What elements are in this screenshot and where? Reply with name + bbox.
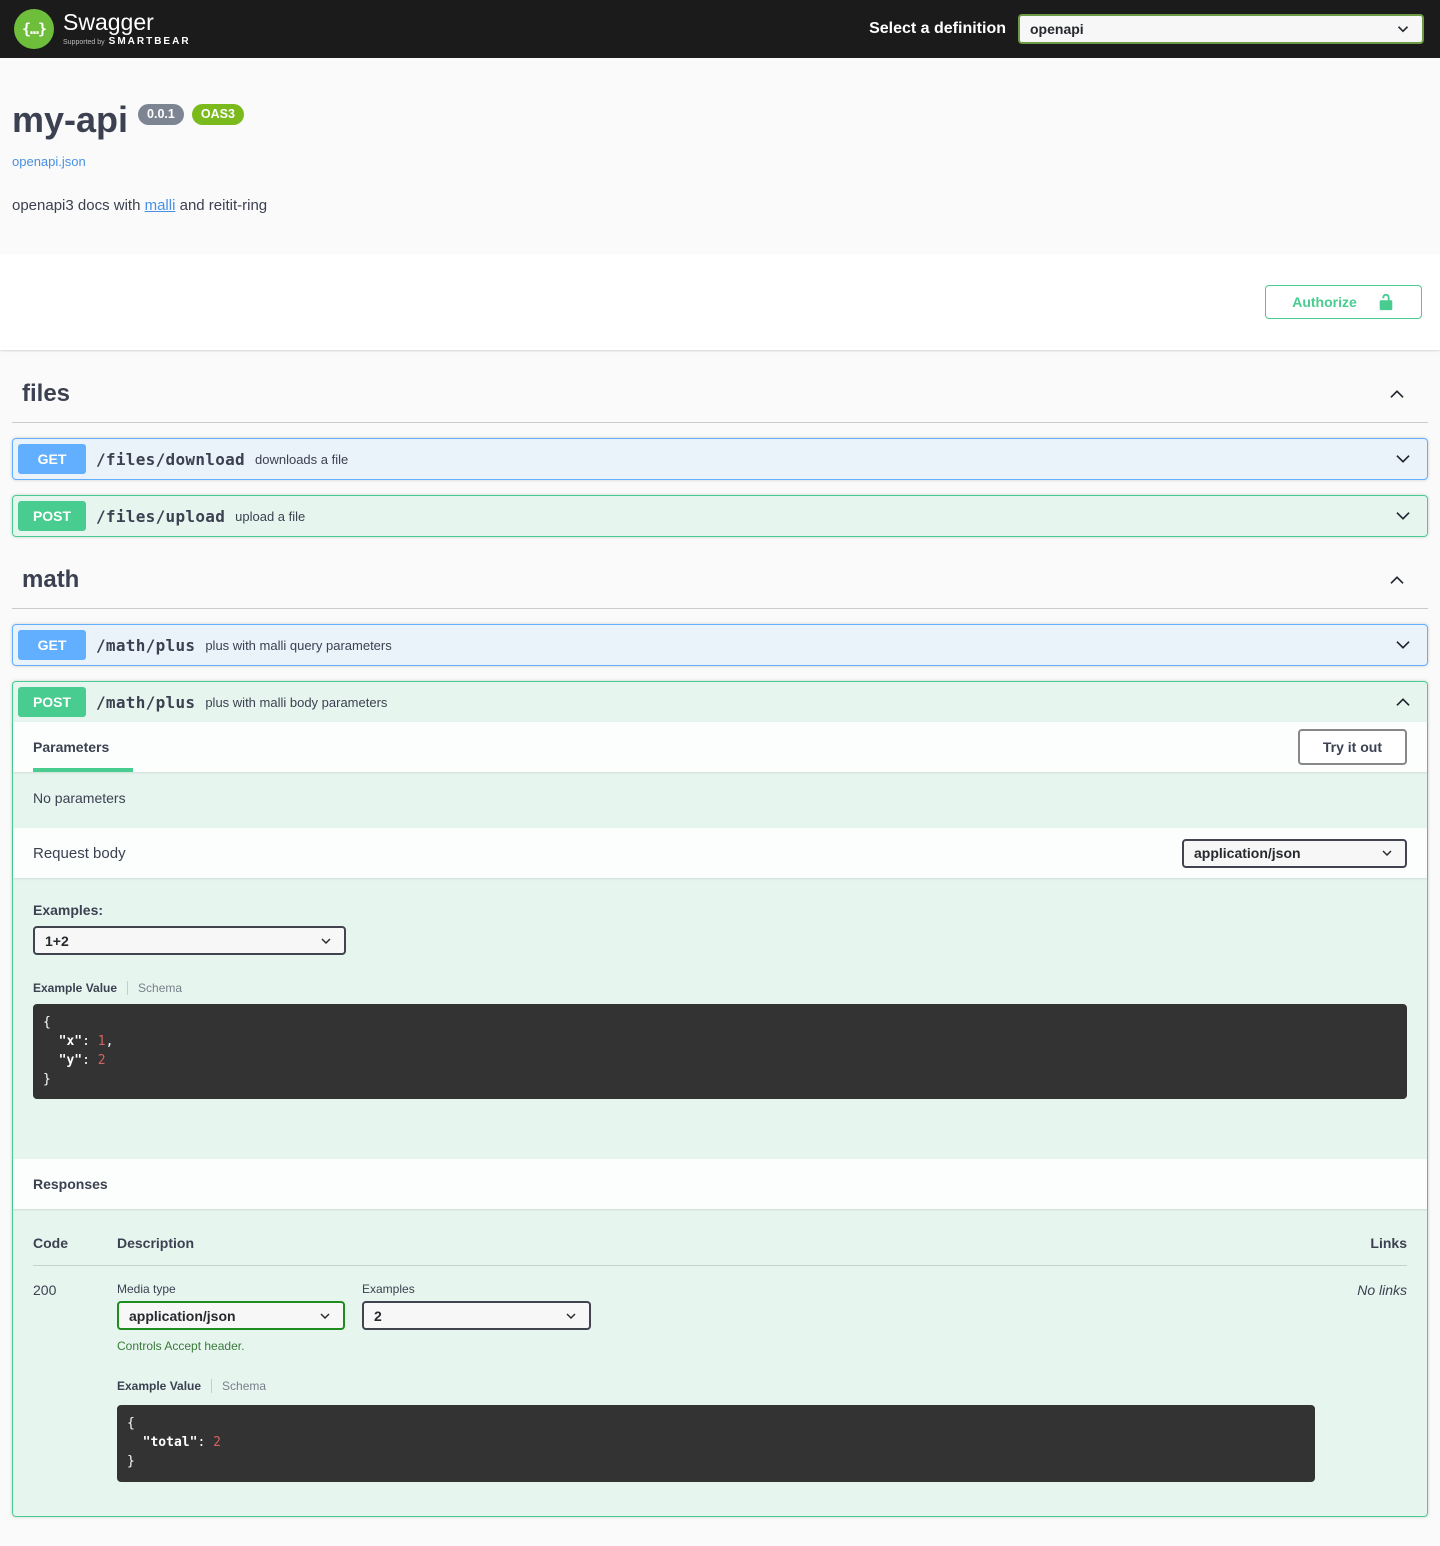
authorize-button[interactable]: Authorize (1265, 285, 1422, 319)
method-badge-get: GET (18, 444, 86, 474)
definition-select-value: openapi (1030, 21, 1084, 37)
chevron-up-icon[interactable] (1386, 383, 1408, 405)
oas3-badge: OAS3 (191, 104, 244, 125)
chevron-down-icon[interactable] (1392, 634, 1414, 656)
opblock-post-math-plus-expanded: POST /math/plus plus with malli body par… (12, 681, 1428, 1517)
op-path: /files/upload (96, 506, 226, 526)
tab-example-value[interactable]: Example Value (33, 981, 129, 995)
response-code: 200 (33, 1282, 57, 1299)
scheme-container: Authorize (0, 254, 1440, 350)
response-media-type-value: application/json (129, 1307, 236, 1324)
tab-schema[interactable]: Schema (138, 981, 183, 995)
controls-accept-header-note: Controls Accept header. (117, 1339, 245, 1354)
response-example-code[interactable]: { "total": 2 } (117, 1405, 1315, 1482)
links-column-header: Links (1370, 1235, 1407, 1252)
spec-url-link[interactable]: openapi.json (12, 154, 86, 169)
no-links-text: No links (1357, 1282, 1407, 1299)
responses-table: Code Description Links 200 Media type ap… (13, 1209, 1427, 1516)
request-example-select[interactable]: 1+2 (33, 926, 346, 955)
response-row-200: 200 Media type application/json (33, 1266, 1407, 1482)
parameters-section-header: Parameters Try it out (13, 722, 1427, 772)
method-badge-post: POST (18, 501, 86, 531)
opblock-get-math-plus: GET /math/plus plus with malli query par… (12, 624, 1428, 666)
method-badge-get: GET (18, 630, 86, 660)
select-definition-label: Select a definition (869, 20, 1006, 37)
request-body-label: Request body (33, 844, 126, 862)
chevron-down-icon (321, 937, 331, 944)
topbar: {…} Swagger Supported by SMARTBEAR Selec… (0, 0, 1440, 58)
op-summary-get-math-plus[interactable]: GET /math/plus plus with malli query par… (13, 625, 1427, 665)
request-content-type-value: application/json (1194, 845, 1301, 861)
examples-label: Examples: (33, 902, 104, 918)
chevron-down-icon (566, 1313, 576, 1319)
no-parameters-text: No parameters (33, 790, 126, 806)
op-path: /files/download (96, 449, 245, 469)
operations-wrapper: files GET /files/download downloads a fi… (0, 350, 1440, 1546)
unlock-icon (1379, 293, 1393, 311)
response-example-schema-tabs: Example Value Schema (117, 1379, 1315, 1394)
brand-subtitle: Supported by SMARTBEAR (63, 37, 191, 47)
api-info-section: my-api 0.0.1 OAS3 openapi.json openapi3 … (0, 58, 1440, 254)
authorize-label: Authorize (1292, 294, 1357, 310)
request-example-value: 1+2 (45, 932, 69, 949)
request-body-content: Examples: 1+2 Example Value Schema { "x"… (13, 878, 1427, 1159)
op-summary-text: plus with malli query parameters (205, 637, 392, 653)
chevron-up-icon[interactable] (1386, 569, 1408, 591)
description-column-header: Description (117, 1235, 195, 1252)
op-summary-get-files-download[interactable]: GET /files/download downloads a file (13, 439, 1427, 479)
media-type-label: Media type (117, 1282, 176, 1297)
definition-selector-area: Select a definition openapi (869, 14, 1424, 44)
tab-example-value[interactable]: Example Value (117, 1379, 213, 1394)
op-summary-post-files-upload[interactable]: POST /files/upload upload a file (13, 496, 1427, 536)
tag-ops-files: GET /files/download downloads a file POS… (12, 423, 1428, 537)
swagger-logo[interactable]: {…} Swagger Supported by SMARTBEAR (14, 9, 191, 49)
request-body-section-header: Request body application/json (13, 828, 1427, 878)
malli-link[interactable]: malli (144, 197, 176, 214)
tag-title-files: files (22, 380, 71, 407)
response-media-type-select[interactable]: application/json (117, 1301, 345, 1331)
tab-parameters[interactable]: Parameters (33, 722, 137, 772)
op-path: /math/plus (96, 635, 196, 655)
op-summary-text: plus with malli body parameters (205, 694, 388, 710)
api-description: openapi3 docs with malli and reitit-ring (12, 197, 268, 214)
supported-by-label: Supported by (63, 39, 105, 46)
op-summary-text: downloads a file (255, 451, 349, 467)
response-example-value: 2 (374, 1307, 382, 1324)
response-example-select[interactable]: 2 (362, 1301, 591, 1331)
api-title: my-api (12, 99, 129, 140)
op-path: /math/plus (96, 692, 196, 712)
responses-label: Responses (33, 1176, 108, 1193)
responses-section-header: Responses (13, 1159, 1427, 1210)
op-summary-post-math-plus[interactable]: POST /math/plus plus with malli body par… (13, 682, 1427, 722)
version-badge: 0.0.1 (138, 104, 184, 125)
opblock-post-files-upload: POST /files/upload upload a file (12, 495, 1428, 537)
example-schema-tabs: Example Value Schema (33, 981, 1407, 995)
brand-name: Swagger (63, 9, 154, 35)
tag-header-files[interactable]: files (12, 366, 1428, 423)
response-description-cell: Media type application/json Examples 2 (117, 1282, 1315, 1482)
chevron-down-icon (1397, 26, 1409, 33)
tag-header-math[interactable]: math (12, 552, 1428, 609)
definition-select[interactable]: openapi (1018, 14, 1424, 44)
brand-text: Swagger Supported by SMARTBEAR (63, 11, 191, 47)
method-badge-post: POST (18, 687, 86, 717)
chevron-down-icon (1382, 850, 1392, 857)
swagger-logo-icon: {…} (14, 9, 54, 49)
request-example-code[interactable]: { "x": 1, "y": 2 } (33, 1004, 1407, 1100)
tag-title-math: math (22, 566, 80, 593)
responses-table-header: Code Description Links (33, 1229, 1407, 1267)
smartbear-label: SMARTBEAR (108, 36, 191, 47)
tag-ops-math: GET /math/plus plus with malli query par… (12, 609, 1428, 1517)
chevron-down-icon[interactable] (1392, 448, 1414, 470)
code-column-header: Code (33, 1235, 68, 1252)
response-examples-label: Examples (362, 1282, 415, 1297)
opblock-get-files-download: GET /files/download downloads a file (12, 438, 1428, 480)
chevron-up-icon[interactable] (1392, 691, 1414, 713)
tab-schema[interactable]: Schema (222, 1379, 267, 1394)
chevron-down-icon[interactable] (1392, 505, 1414, 527)
chevron-down-icon (320, 1313, 330, 1319)
op-summary-text: upload a file (235, 508, 306, 524)
try-it-out-button[interactable]: Try it out (1297, 729, 1407, 765)
request-content-type-select[interactable]: application/json (1182, 838, 1407, 868)
